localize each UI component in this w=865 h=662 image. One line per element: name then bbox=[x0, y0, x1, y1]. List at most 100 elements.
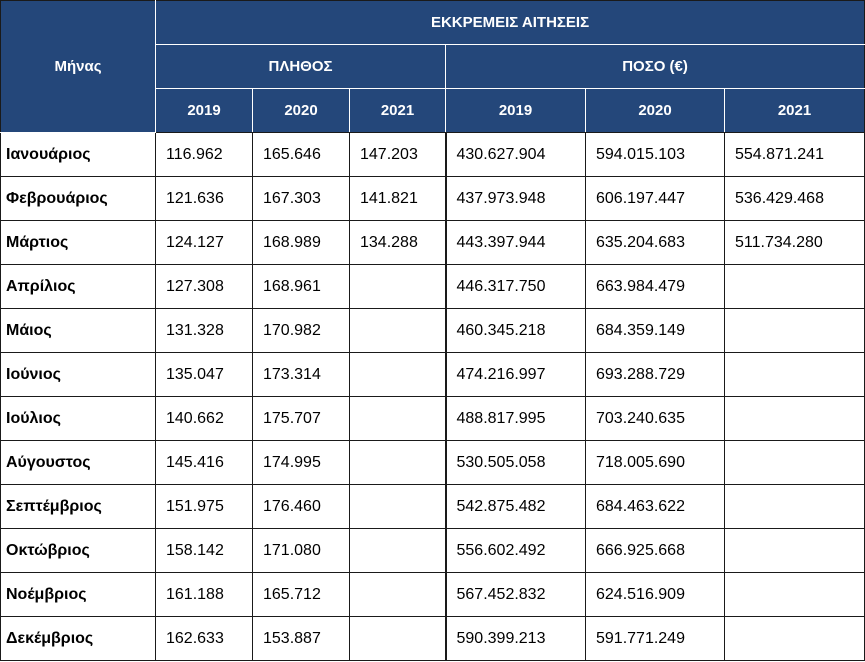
month-column-header: Μήνας bbox=[0, 0, 156, 133]
count-cell: 174.995 bbox=[252, 440, 350, 485]
count-cell bbox=[349, 572, 447, 617]
count-cell: 135.047 bbox=[155, 352, 253, 397]
amount-cell: 684.359.149 bbox=[585, 308, 725, 353]
amount-cell: 430.627.904 bbox=[445, 132, 586, 177]
count-cell: 158.142 bbox=[155, 528, 253, 573]
month-cell: Σεπτέμβριος bbox=[0, 484, 156, 529]
count-cell bbox=[349, 308, 447, 353]
table-row: Δεκέμβριος 162.633 153.887 590.399.213 591.7… bbox=[0, 616, 865, 661]
count-cell: 131.328 bbox=[155, 308, 253, 353]
count-cell: 141.821 bbox=[349, 176, 447, 221]
month-cell: Οκτώβριος bbox=[0, 528, 156, 573]
amount-year-header: 2019 bbox=[445, 88, 586, 133]
count-cell: 162.633 bbox=[155, 616, 253, 661]
count-cell: 175.707 bbox=[252, 396, 350, 441]
count-cell: 151.975 bbox=[155, 484, 253, 529]
count-cell bbox=[349, 264, 447, 309]
count-cell: 147.203 bbox=[349, 132, 447, 177]
month-cell: Νοέμβριος bbox=[0, 572, 156, 617]
amount-cell: 511.734.280 bbox=[723, 220, 865, 265]
amount-cell: 693.288.729 bbox=[585, 352, 725, 397]
amount-cell bbox=[723, 396, 865, 441]
amount-cell: 624.516.909 bbox=[585, 572, 725, 617]
count-cell: 116.962 bbox=[155, 132, 253, 177]
count-cell: 161.188 bbox=[155, 572, 253, 617]
amount-cell: 591.771.249 bbox=[585, 616, 725, 661]
table-header: Μήνας ΕΚΚΡΕΜΕΙΣ ΑΙΤΗΣΕΙΣ ΠΛΗΘΟΣ ΠΟΣΟ (€)… bbox=[0, 0, 865, 133]
amount-group-header: ΠΟΣΟ (€) bbox=[444, 44, 865, 89]
amount-cell: 530.505.058 bbox=[445, 440, 586, 485]
count-year-header: 2020 bbox=[252, 88, 350, 133]
count-cell: 167.303 bbox=[252, 176, 350, 221]
count-cell: 171.080 bbox=[252, 528, 350, 573]
amount-cell: 684.463.622 bbox=[585, 484, 725, 529]
amount-cell: 567.452.832 bbox=[445, 572, 586, 617]
count-cell: 168.961 bbox=[252, 264, 350, 309]
month-cell: Ιούνιος bbox=[0, 352, 156, 397]
month-cell: Ιούλιος bbox=[0, 396, 156, 441]
table-row: Ιούλιος 140.662 175.707 488.817.995 703.240.… bbox=[0, 396, 865, 441]
count-cell: 121.636 bbox=[155, 176, 253, 221]
group-title-header: ΕΚΚΡΕΜΕΙΣ ΑΙΤΗΣΕΙΣ bbox=[154, 0, 865, 45]
month-cell: Μάιος bbox=[0, 308, 156, 353]
amount-cell: 666.925.668 bbox=[585, 528, 725, 573]
count-cell: 170.982 bbox=[252, 308, 350, 353]
amount-cell: 460.345.218 bbox=[445, 308, 586, 353]
count-cell: 153.887 bbox=[252, 616, 350, 661]
count-cell: 140.662 bbox=[155, 396, 253, 441]
amount-year-header: 2021 bbox=[723, 88, 865, 133]
count-cell bbox=[349, 528, 447, 573]
count-cell bbox=[349, 352, 447, 397]
amount-cell bbox=[723, 484, 865, 529]
amount-cell: 536.429.468 bbox=[723, 176, 865, 221]
count-cell bbox=[349, 484, 447, 529]
count-cell: 165.712 bbox=[252, 572, 350, 617]
amount-cell: 446.317.750 bbox=[445, 264, 586, 309]
amount-cell bbox=[723, 308, 865, 353]
count-cell: 165.646 bbox=[252, 132, 350, 177]
count-cell: 176.460 bbox=[252, 484, 350, 529]
amount-cell: 554.871.241 bbox=[723, 132, 865, 177]
amount-cell: 437.973.948 bbox=[445, 176, 586, 221]
table-row: Ιανουάριος 116.962 165.646 147.203 430.627.9… bbox=[0, 132, 865, 177]
table-row: Ιούνιος 135.047 173.314 474.216.997 693.288.… bbox=[0, 352, 865, 397]
amount-cell: 635.204.683 bbox=[585, 220, 725, 265]
table-row: Νοέμβριος 161.188 165.712 567.452.832 624.51… bbox=[0, 572, 865, 617]
amount-cell: 443.397.944 bbox=[445, 220, 586, 265]
amount-year-header: 2020 bbox=[585, 88, 725, 133]
count-cell bbox=[349, 616, 447, 661]
count-cell: 173.314 bbox=[252, 352, 350, 397]
count-year-header: 2019 bbox=[155, 88, 253, 133]
amount-cell bbox=[723, 616, 865, 661]
count-cell: 124.127 bbox=[155, 220, 253, 265]
table-row: Οκτώβριος 158.142 171.080 556.602.492 666.92… bbox=[0, 528, 865, 573]
amount-cell: 718.005.690 bbox=[585, 440, 725, 485]
count-group-header: ΠΛΗΘΟΣ bbox=[155, 44, 446, 89]
month-cell: Ιανουάριος bbox=[0, 132, 156, 177]
count-cell: 127.308 bbox=[155, 264, 253, 309]
amount-cell: 606.197.447 bbox=[585, 176, 725, 221]
amount-cell: 594.015.103 bbox=[585, 132, 725, 177]
count-cell: 145.416 bbox=[155, 440, 253, 485]
count-cell: 134.288 bbox=[349, 220, 447, 265]
amount-cell: 488.817.995 bbox=[445, 396, 586, 441]
count-cell bbox=[349, 440, 447, 485]
amount-cell bbox=[723, 352, 865, 397]
month-cell: Μάρτιος bbox=[0, 220, 156, 265]
month-cell: Φεβρουάριος bbox=[0, 176, 156, 221]
amount-cell bbox=[723, 264, 865, 309]
amount-cell: 590.399.213 bbox=[445, 616, 586, 661]
table-body: Ιανουάριος 116.962 165.646 147.203 430.627.9… bbox=[0, 132, 865, 661]
table-row: Σεπτέμβριος 151.975 176.460 542.875.482 684.… bbox=[0, 484, 865, 529]
amount-cell bbox=[723, 528, 865, 573]
amount-cell: 703.240.635 bbox=[585, 396, 725, 441]
count-year-header: 2021 bbox=[349, 88, 446, 133]
table-row: Φεβρουάριος 121.636 167.303 141.821 437.973.… bbox=[0, 176, 865, 221]
count-cell bbox=[349, 396, 447, 441]
amount-cell bbox=[723, 440, 865, 485]
amount-cell: 556.602.492 bbox=[445, 528, 586, 573]
table-row: Μάρτιος 124.127 168.989 134.288 443.397.944 6… bbox=[0, 220, 865, 265]
table-row: Αύγουστος 145.416 174.995 530.505.058 718.00… bbox=[0, 440, 865, 485]
amount-cell: 474.216.997 bbox=[445, 352, 586, 397]
